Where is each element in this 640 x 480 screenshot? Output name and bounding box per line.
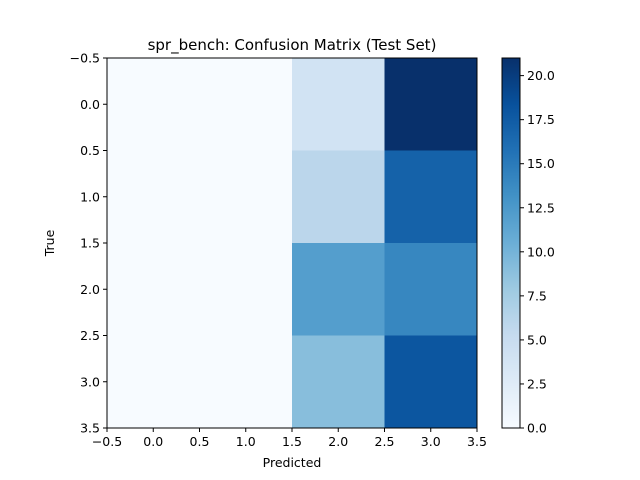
heatmap-cell-2-1 (199, 243, 293, 336)
heatmap-cell-2-2 (292, 243, 385, 336)
heatmap-cell-0-2 (292, 58, 385, 151)
colorbar-tick-label: 5.0 (527, 332, 547, 347)
heatmap-cell-1-0 (107, 150, 200, 244)
heatmap-cell-2-3 (384, 243, 478, 336)
heatmap-cell-3-0 (107, 335, 200, 429)
y-tick-label: 3.5 (80, 421, 100, 436)
x-tick-label: 1.5 (282, 434, 302, 449)
heatmap-cell-1-3 (384, 150, 478, 244)
y-tick-label: 0.0 (80, 97, 100, 112)
x-tick-label: 3.0 (421, 434, 441, 449)
x-tick-label: 2.5 (375, 434, 395, 449)
heatmap-cell-0-1 (199, 58, 293, 151)
x-axis-label: Predicted (263, 455, 322, 470)
colorbar-tick-label: 17.5 (527, 112, 555, 127)
heatmap-cells (107, 58, 478, 429)
heatmap-cell-1-2 (292, 150, 385, 244)
heatmap-cell-3-3 (384, 335, 478, 429)
colorbar-tick-label: 2.5 (527, 376, 547, 391)
x-tick-label: 0.0 (143, 434, 163, 449)
heatmap-cell-0-3 (384, 58, 478, 151)
heatmap-cell-2-0 (107, 243, 200, 336)
y-tick-label: 2.5 (80, 328, 100, 343)
y-axis: −0.5 0.0 0.5 1.0 1.5 2.0 2.5 3.0 3.5 (70, 51, 107, 436)
chart-title: spr_bench: Confusion Matrix (Test Set) (148, 36, 437, 55)
colorbar-tick-label: 12.5 (527, 200, 555, 215)
x-axis: −0.5 0.0 0.5 1.0 1.5 2.0 2.5 3.0 3.5 (92, 428, 487, 449)
heatmap-cell-3-2 (292, 335, 385, 429)
x-tick-label: 0.5 (190, 434, 210, 449)
colorbar (501, 57, 521, 429)
colorbar-tick-label: 15.0 (527, 156, 555, 171)
y-tick-label: 0.5 (80, 143, 100, 158)
y-tick-label: −0.5 (70, 51, 100, 66)
x-tick-label: 1.0 (236, 434, 256, 449)
x-tick-label: 2.0 (328, 434, 348, 449)
y-tick-label: 2.0 (80, 282, 100, 297)
heatmap-cell-0-0 (107, 58, 200, 151)
colorbar-tick-label: 20.0 (527, 68, 555, 83)
colorbar-axis: 0.0 2.5 5.0 7.5 10.0 12.5 15.0 17.5 20.0 (520, 68, 555, 436)
heatmap-cell-1-1 (199, 150, 293, 244)
y-tick-label: 1.5 (80, 236, 100, 251)
x-tick-label: 3.5 (467, 434, 487, 449)
colorbar-tick-label: 7.5 (527, 288, 547, 303)
colorbar-tick-label: 10.0 (527, 244, 555, 259)
heatmap-cell-3-1 (199, 335, 293, 429)
x-tick-label: −0.5 (92, 434, 122, 449)
y-tick-label: 1.0 (80, 189, 100, 204)
colorbar-tick-label: 0.0 (527, 421, 547, 436)
y-axis-label: True (42, 229, 57, 257)
y-tick-label: 3.0 (80, 374, 100, 389)
